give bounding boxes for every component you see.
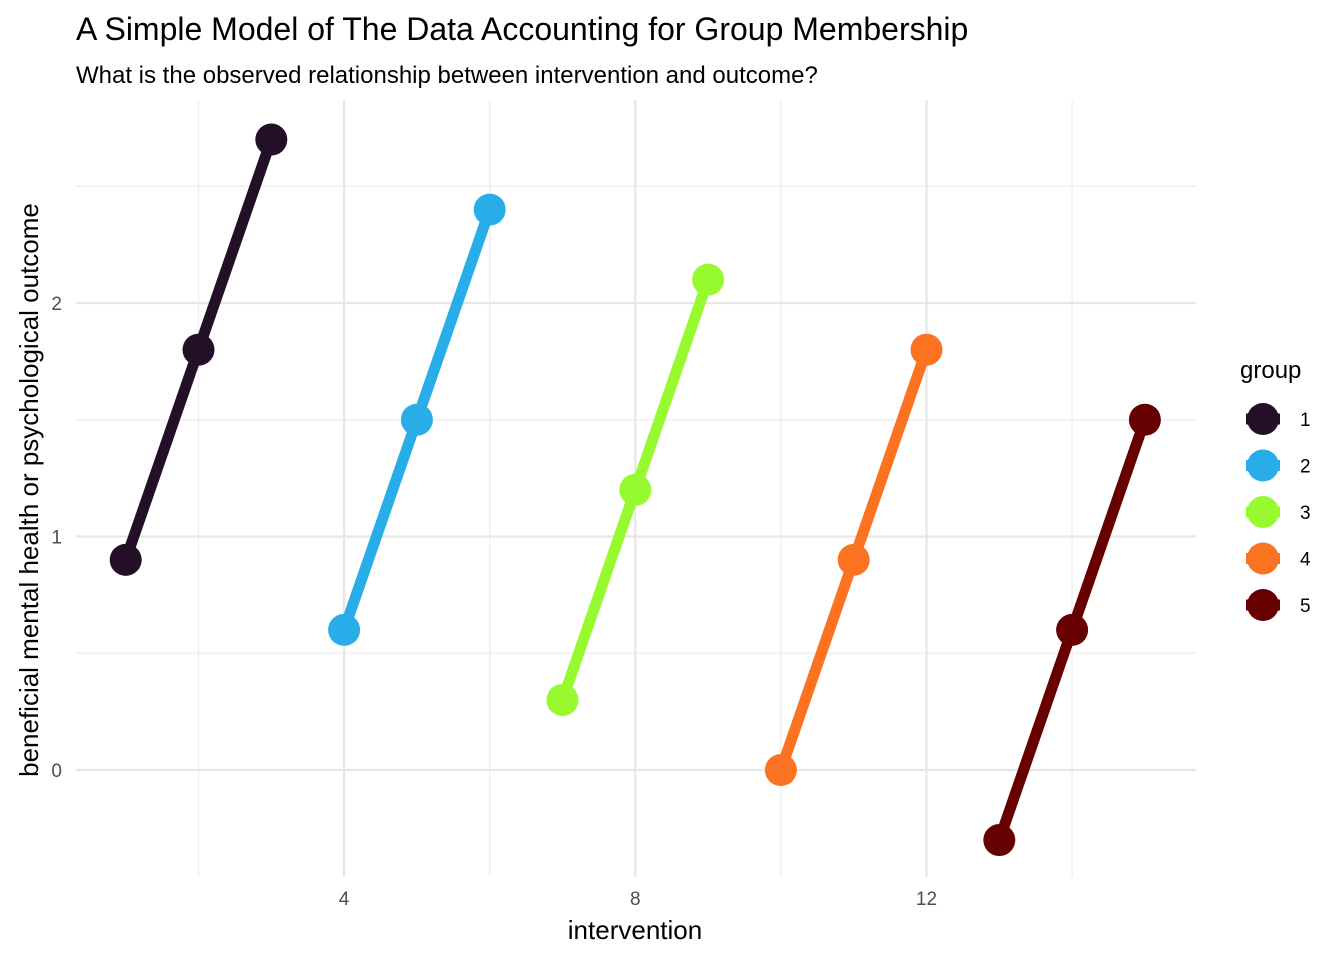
y-tick-label: 0 <box>51 761 62 782</box>
data-point <box>328 613 361 646</box>
legend-key-point <box>1247 449 1279 482</box>
series-group-2 <box>328 193 506 646</box>
legend-key-point <box>1247 589 1279 621</box>
legend-label: 1 <box>1300 410 1311 431</box>
series-group-4 <box>764 333 943 786</box>
legend-label: 4 <box>1300 550 1311 571</box>
legend-label: 5 <box>1300 596 1311 617</box>
legend-label: 3 <box>1300 503 1311 524</box>
legend-item-3: 3 <box>1246 496 1311 528</box>
legend-item-1: 1 <box>1246 403 1311 435</box>
x-tick-label: 4 <box>339 889 350 910</box>
data-point <box>619 473 652 506</box>
data-point <box>546 683 579 716</box>
legend-key-point <box>1247 403 1279 435</box>
x-tick-label: 12 <box>916 889 937 910</box>
data-point <box>1128 403 1161 436</box>
series-group-3 <box>546 263 725 716</box>
legend-item-2: 2 <box>1246 449 1311 482</box>
data-point <box>983 824 1016 857</box>
data-point <box>837 543 870 576</box>
series-layer <box>109 123 1161 857</box>
legend-label: 2 <box>1300 457 1311 478</box>
y-tick-label: 2 <box>51 294 62 315</box>
data-point <box>400 403 433 436</box>
x-tick-label: 8 <box>630 889 641 910</box>
data-point <box>182 333 215 366</box>
data-point <box>473 193 506 226</box>
chart-subtitle: What is the observed relationship betwee… <box>76 62 818 89</box>
data-point <box>764 754 797 786</box>
data-point <box>910 333 943 366</box>
legend: group 1 2 3 4 5 <box>1240 357 1311 621</box>
data-point <box>1056 613 1089 646</box>
legend-key-point <box>1247 542 1279 575</box>
series-group-5 <box>983 403 1161 857</box>
series-group-1 <box>109 123 288 576</box>
y-axis-title: beneficial mental health or psychologica… <box>14 203 44 777</box>
data-point <box>109 543 142 576</box>
x-axis-title: intervention <box>568 915 702 945</box>
chart-title: A Simple Model of The Data Accounting fo… <box>76 11 968 47</box>
data-point <box>255 123 288 156</box>
legend-item-5: 5 <box>1246 589 1311 621</box>
legend-key-point <box>1247 496 1279 528</box>
y-tick-label: 1 <box>51 528 62 549</box>
legend-item-4: 4 <box>1246 542 1311 575</box>
data-point <box>692 263 725 296</box>
legend-title: group <box>1240 357 1301 384</box>
grid <box>76 100 1196 877</box>
